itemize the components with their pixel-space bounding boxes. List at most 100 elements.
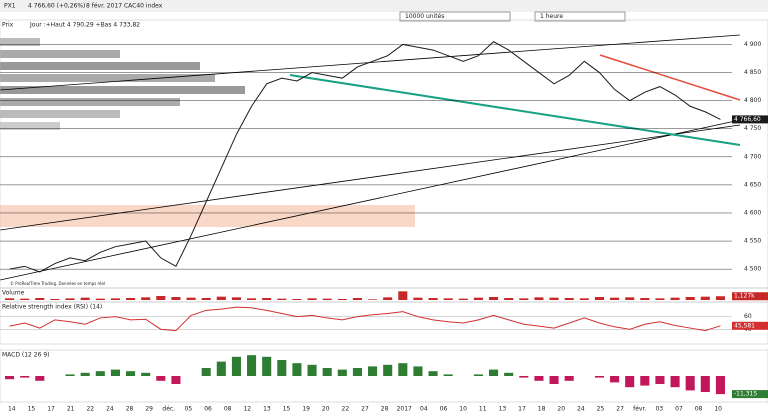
bar [50, 299, 60, 300]
bar [519, 298, 529, 300]
bar [126, 298, 136, 300]
x-tick-label: 03 [656, 406, 664, 413]
x-tick-label: 20 [322, 406, 330, 413]
bar [534, 297, 544, 300]
x-tick-label: 10 [714, 406, 722, 413]
bar [110, 298, 120, 300]
bar [383, 297, 393, 300]
bar [80, 297, 90, 300]
bar [141, 297, 151, 300]
bar [368, 366, 378, 376]
bar [443, 374, 453, 376]
bar [110, 369, 120, 376]
bar [5, 376, 15, 380]
panel-frame [0, 19, 768, 289]
y-tick-label: 4 650 [744, 181, 761, 188]
period: 1 heure [540, 13, 563, 20]
bar [655, 376, 665, 384]
bar [277, 298, 287, 300]
x-tick-label: 05 [185, 406, 193, 413]
x-tick-label: 19 [302, 406, 310, 413]
symbol[interactable]: PX1 [4, 3, 16, 10]
bar [428, 298, 438, 300]
bar [307, 364, 317, 376]
x-tick-label: 28 [381, 406, 389, 413]
x-tick-label: 22 [86, 406, 94, 413]
x-tick-label: 21 [67, 406, 75, 413]
bar [156, 376, 166, 381]
bar [262, 356, 272, 376]
x-tick-label: 18 [538, 406, 546, 413]
price-line [9, 306, 721, 332]
bar [398, 291, 408, 300]
x-tick-label: 25 [597, 406, 605, 413]
y-tick-label: 4 600 [744, 209, 761, 216]
bar [443, 298, 453, 300]
bar [549, 297, 559, 300]
bar [413, 366, 423, 376]
bar [186, 297, 196, 300]
bar [322, 298, 332, 300]
bar [640, 376, 650, 386]
bar [171, 297, 181, 300]
x-tick-label: 24 [577, 406, 585, 413]
bar [20, 376, 30, 378]
y-tick-label: 4 850 [744, 69, 761, 76]
bar [262, 298, 272, 300]
bar [579, 298, 589, 300]
y-tick-label: 4 550 [744, 238, 761, 245]
x-tick-label: 11 [479, 406, 487, 413]
y-tick-label: 4 800 [744, 97, 761, 104]
x-tick-label: 2017 [397, 406, 412, 413]
bar [20, 298, 30, 300]
bar [473, 297, 483, 300]
bar [640, 298, 650, 300]
x-tick-label: 20 [557, 406, 565, 413]
bar [519, 376, 529, 378]
bar [398, 363, 408, 376]
bar [473, 374, 483, 376]
bar [549, 376, 559, 384]
bar [489, 297, 499, 300]
bar [534, 376, 544, 381]
x-tick-label: 22 [342, 406, 350, 413]
bar [247, 298, 257, 300]
bar [594, 297, 604, 300]
last-value-label: 1,127k [734, 293, 755, 300]
last-value-box [732, 115, 768, 124]
period-dropdown[interactable] [534, 11, 626, 22]
x-tick-label: 04 [420, 406, 428, 413]
bar [670, 297, 680, 300]
bar [292, 299, 302, 300]
x-tick-label: 13 [499, 406, 507, 413]
x-tick-label: 06 [440, 406, 448, 413]
bar [247, 355, 257, 376]
bar [322, 368, 332, 376]
bar [610, 376, 620, 383]
units-dropdown[interactable] [399, 11, 511, 22]
bar [201, 298, 211, 300]
bar [141, 372, 151, 376]
bar [715, 296, 725, 300]
x-tick-label: 13 [263, 406, 271, 413]
toolbar [0, 0, 768, 12]
price-line [9, 41, 721, 273]
x-tick-label: 08 [695, 406, 703, 413]
bar [413, 297, 423, 300]
bar [685, 376, 695, 391]
bar [337, 299, 347, 300]
bar [231, 297, 241, 300]
bar [201, 368, 211, 376]
bar [504, 298, 514, 300]
panel-subtitle: Jour :+Haut 4 790,29 +Bas 4 733,82 [29, 22, 140, 29]
bar [292, 363, 302, 376]
panel-frame [0, 301, 768, 345]
bar [685, 297, 695, 300]
panel-title: MACD (12 26 9) [2, 352, 49, 359]
bar [65, 374, 75, 376]
bar [5, 298, 15, 300]
bar [126, 371, 136, 376]
bar [65, 298, 75, 300]
y-tick-label: 4 900 [744, 41, 761, 48]
